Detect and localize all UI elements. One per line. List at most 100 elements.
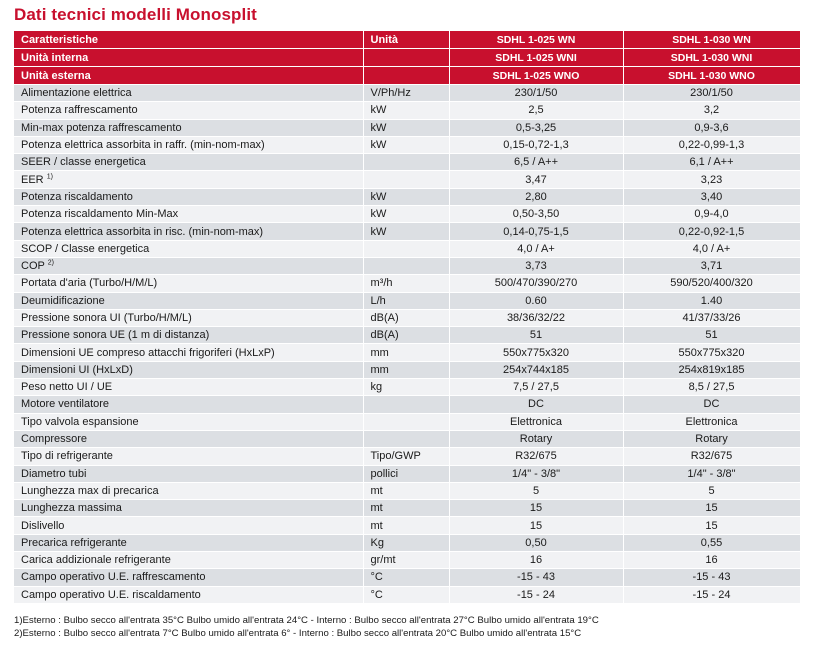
row-value-model-2: 0,55 [623, 534, 801, 553]
spec-table: Caratteristiche Unità SDHL 1-025 WN SDHL 1-… [14, 31, 801, 604]
row-label: Lunghezza massima [21, 502, 122, 515]
row-label: Dislivello [21, 519, 65, 532]
row-value-model-1: 0,14-0,75-1,5 [449, 222, 624, 241]
row-label: Dimensioni UI (HxLxD) [21, 363, 133, 376]
table-row: Potenza riscaldamento kW 2,80 3,40 [14, 188, 801, 207]
row-value-model-1: 5 [449, 482, 624, 501]
row-unit: kg [363, 378, 450, 397]
row-unit: mm [363, 343, 450, 362]
row-label-cell: COP 2) [14, 257, 364, 276]
row-unit: kW [363, 119, 450, 137]
row-value-model-1: 2,80 [449, 188, 624, 207]
row-value-model-1: 0,50 [449, 534, 624, 553]
row-label: SCOP / Classe energetica [21, 242, 150, 255]
row-label: Precarica refrigerante [21, 536, 127, 549]
row-value-model-2: 1/4" - 3/8" [623, 465, 801, 483]
table-row: Tipo di refrigerante Tipo/GWP R32/675 R32/6… [14, 447, 801, 466]
row-unit: kW [363, 136, 450, 155]
row-value-model-2: 15 [623, 516, 801, 535]
footnote-2: 2)Esterno : Bulbo secco all'entrata 7°C … [14, 628, 582, 639]
row-value-model-1: -15 - 43 [449, 568, 624, 587]
header-unit [363, 48, 450, 67]
row-unit: mt [363, 482, 450, 501]
header-model-2: SDHL 1-030 WNI [623, 48, 801, 67]
row-value-model-2: DC [623, 395, 801, 414]
row-value-model-1: 15 [449, 516, 624, 535]
row-value-model-2: 3,40 [623, 188, 801, 207]
row-label: Potenza raffrescamento [21, 104, 138, 117]
row-unit [363, 395, 450, 414]
row-value-model-1: DC [449, 395, 624, 414]
table-row: Potenza elettrica assorbita in raffr. (m… [14, 136, 801, 155]
row-value-model-2: 1.40 [623, 292, 801, 310]
table-row: EER 1) 3,47 3,23 [14, 170, 801, 189]
table-row: Dimensioni UI (HxLxD) mm 254x744x185 254x81… [14, 361, 801, 380]
row-label-cell: SEER / classe energetica [14, 153, 364, 172]
row-unit: °C [363, 568, 450, 587]
table-row: Carica addizionale refrigerante gr/mt 16 16 [14, 551, 801, 570]
row-value-model-2: 3,71 [623, 257, 801, 276]
page-title: Dati tecnici modelli Monosplit [14, 5, 257, 24]
row-unit: kW [363, 205, 450, 224]
row-value-model-1: 1/4" - 3/8" [449, 465, 624, 483]
row-label-cell: Dimensioni UE compreso attacchi frigorif… [14, 343, 364, 362]
row-value-model-1: 550x775x320 [449, 343, 624, 362]
table-row: Min-max potenza raffrescamento kW 0,5-3,25… [14, 119, 801, 137]
row-label-cell: Potenza raffrescamento [14, 101, 364, 120]
row-unit: pollici [363, 465, 450, 483]
row-label-cell: Lunghezza max di precarica [14, 482, 364, 501]
row-unit: kW [363, 222, 450, 241]
table-row: Lunghezza massima mt 15 15 [14, 499, 801, 518]
row-label-cell: Campo operativo U.E. raffrescamento [14, 568, 364, 587]
table-row: Deumidificazione L/h 0.60 1.40 [14, 292, 801, 310]
row-value-model-2: 6,1 / A++ [623, 153, 801, 172]
table-row: Pressione sonora UE (1 m di distanza) dB(… [14, 326, 801, 345]
row-label-cell: Min-max potenza raffrescamento [14, 119, 364, 137]
row-label-cell: Deumidificazione [14, 292, 364, 310]
row-label-cell: Potenza elettrica assorbita in risc. (mi… [14, 222, 364, 241]
row-unit: dB(A) [363, 309, 450, 328]
row-label: COP [21, 260, 45, 273]
row-label-cell: Motore ventilatore [14, 395, 364, 414]
row-label: Tipo di refrigerante [21, 450, 113, 463]
row-label-cell: Diametro tubi [14, 465, 364, 483]
row-unit: L/h [363, 292, 450, 310]
row-value-model-1: 15 [449, 499, 624, 518]
footnote-1: 1)Esterno : Bulbo secco all'entrata 35°C… [14, 615, 599, 626]
row-label-cell: Potenza elettrica assorbita in raffr. (m… [14, 136, 364, 155]
row-value-model-1: -15 - 24 [449, 586, 624, 604]
row-unit: V/Ph/Hz [363, 84, 450, 103]
row-value-model-2: 0,9-4,0 [623, 205, 801, 224]
row-value-model-1: 230/1/50 [449, 84, 624, 103]
row-value-model-2: Elettronica [623, 413, 801, 431]
header-model-2: SDHL 1-030 WN [623, 31, 801, 49]
row-value-model-1: 500/470/390/270 [449, 274, 624, 293]
row-value-model-2: 550x775x320 [623, 343, 801, 362]
row-label: Motore ventilatore [21, 398, 110, 411]
row-value-model-1: 4,0 / A+ [449, 240, 624, 258]
row-value-model-1: 0,5-3,25 [449, 119, 624, 137]
row-unit: mt [363, 516, 450, 535]
row-value-model-2: Rotary [623, 430, 801, 449]
row-value-model-2: 0,22-0,99-1,3 [623, 136, 801, 155]
row-unit: Kg [363, 534, 450, 553]
table-row: Motore ventilatore DC DC [14, 395, 801, 414]
row-value-model-2: 15 [623, 499, 801, 518]
row-label-cell: Precarica refrigerante [14, 534, 364, 553]
row-value-model-2: 51 [623, 326, 801, 345]
table-row: Compressore Rotary Rotary [14, 430, 801, 449]
row-value-model-1: 0,50-3,50 [449, 205, 624, 224]
row-value-model-2: 254x819x185 [623, 361, 801, 380]
row-value-model-2: -15 - 24 [623, 586, 801, 604]
row-unit [363, 430, 450, 449]
table-header-subrow: Unità interna SDHL 1-025 WNI SDHL 1-030 WN… [14, 48, 801, 67]
table-row: Alimentazione elettrica V/Ph/Hz 230/1/50 23… [14, 84, 801, 103]
row-label-cell: Compressore [14, 430, 364, 449]
row-value-model-1: Elettronica [449, 413, 624, 431]
row-value-model-2: 0,9-3,6 [623, 119, 801, 137]
row-label: Dimensioni UE compreso attacchi frigorif… [21, 346, 275, 359]
row-label-cell: Peso netto UI / UE [14, 378, 364, 397]
table-row: Pressione sonora UI (Turbo/H/M/L) dB(A) 38… [14, 309, 801, 328]
row-label: SEER / classe energetica [21, 156, 146, 169]
row-unit: dB(A) [363, 326, 450, 345]
